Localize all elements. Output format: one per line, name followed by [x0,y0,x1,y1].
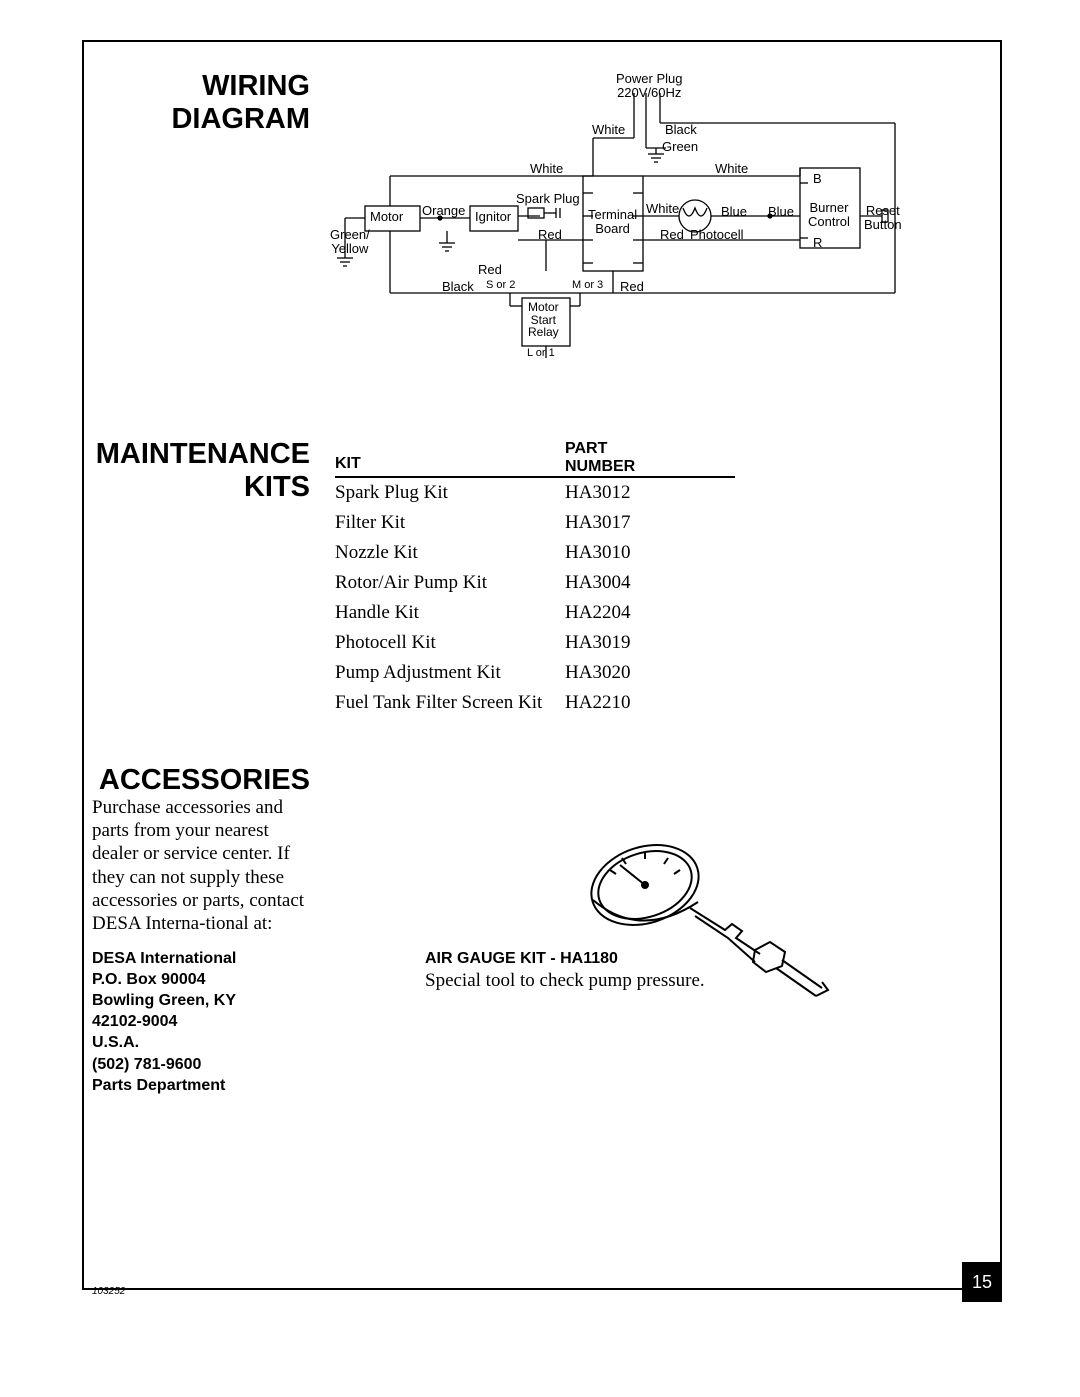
label-photocell: Photocell [690,228,743,242]
label-motor-start-relay: Motor Start Relay [528,301,559,339]
table-row: Handle KitHA2204 [335,598,735,628]
page-number: 15 [962,1262,1002,1302]
label-motor: Motor [370,210,403,224]
table-row: Fuel Tank Filter Screen KitHA2210 [335,688,735,718]
kit-number: HA3010 [565,542,695,564]
label-red: Red [478,263,502,277]
addr-line: P.O. Box 90004 [92,971,206,988]
heading-line: WIRING [202,70,310,102]
label-green-yellow: Green/ Yellow [330,228,370,255]
kit-name: Handle Kit [335,602,565,624]
label-red: Red [660,228,684,242]
maintenance-kits-heading: MAINTENANCE KITS [82,438,310,505]
label-white: White [530,162,563,176]
addr-line: 42102-9004 [92,1013,177,1030]
label-white: White [592,123,625,137]
heading-line: KITS [244,471,310,503]
kit-name: Filter Kit [335,512,565,534]
kit-name: Nozzle Kit [335,542,565,564]
table-row: Filter KitHA3017 [335,508,735,538]
kit-number: HA3017 [565,512,695,534]
label-terminal-board: Terminal Board [588,208,637,235]
kit-number: HA3004 [565,572,695,594]
label-red: Red [620,280,644,294]
label-l-or-1: L or 1 [527,348,555,360]
table-row: Pump Adjustment KitHA3020 [335,658,735,688]
accessories-heading: ACCESSORIES [82,764,310,797]
addr-line: (502) 781-9600 [92,1056,201,1073]
label-orange: Orange [422,204,465,218]
kit-number: HA3019 [565,632,695,654]
label-burner-control: Burner Control [808,201,850,228]
kit-name: Fuel Tank Filter Screen Kit [335,692,565,714]
header-part-number: PARTNUMBER [565,440,695,476]
kit-number: HA2204 [565,602,695,624]
maintenance-kits-table: KIT PARTNUMBER Spark Plug KitHA3012Filte… [335,440,735,718]
kit-name: Rotor/Air Pump Kit [335,572,565,594]
air-gauge-illustration [560,830,850,1030]
heading-line: MAINTENANCE [96,438,310,470]
label-b: B [813,172,822,186]
kit-number: HA2210 [565,692,695,714]
label-white: White [715,162,748,176]
label-black: Black [665,123,697,137]
heading-line: ACCESSORIES [99,764,310,796]
addr-line: Parts Department [92,1077,225,1094]
addr-line: Bowling Green, KY [92,992,236,1009]
kit-name: Spark Plug Kit [335,482,565,504]
table-row: Nozzle KitHA3010 [335,538,735,568]
label-green: Green [662,140,698,154]
addr-line: U.S.A. [92,1034,139,1051]
label-black: Black [442,280,474,294]
header-kit: KIT [335,455,565,476]
table-header: KIT PARTNUMBER [335,440,735,478]
label-power-plug: Power Plug 220V/60Hz [616,72,682,99]
table-row: Rotor/Air Pump KitHA3004 [335,568,735,598]
label-blue: Blue [768,205,794,219]
table-row: Spark Plug KitHA3012 [335,478,735,508]
kit-name: Pump Adjustment Kit [335,662,565,684]
wiring-diagram: Power Plug 220V/60Hz White Black Green W… [330,68,965,378]
addr-line: DESA International [92,950,236,967]
label-blue: Blue [721,205,747,219]
kit-name: Photocell Kit [335,632,565,654]
desa-address: DESA International P.O. Box 90004 Bowlin… [92,948,236,1096]
table-row: Photocell KitHA3019 [335,628,735,658]
label-spark-plug: Spark Plug [516,192,580,206]
label-m-or-3: M or 3 [572,280,603,292]
label-ignitor: Ignitor [475,210,511,224]
heading-line: DIAGRAM [171,103,310,135]
kit-number: HA3020 [565,662,695,684]
document-id: 103252 [92,1286,125,1297]
label-s-or-2: S or 2 [486,280,515,292]
label-white: White [646,202,679,216]
label-red: Red [538,228,562,242]
label-r: R [813,236,822,250]
wiring-diagram-heading: WIRING DIAGRAM [82,70,310,137]
label-reset-button: Reset Button [864,204,902,231]
kit-number: HA3012 [565,482,695,504]
accessories-body: Purchase accessories and parts from your… [92,796,317,935]
